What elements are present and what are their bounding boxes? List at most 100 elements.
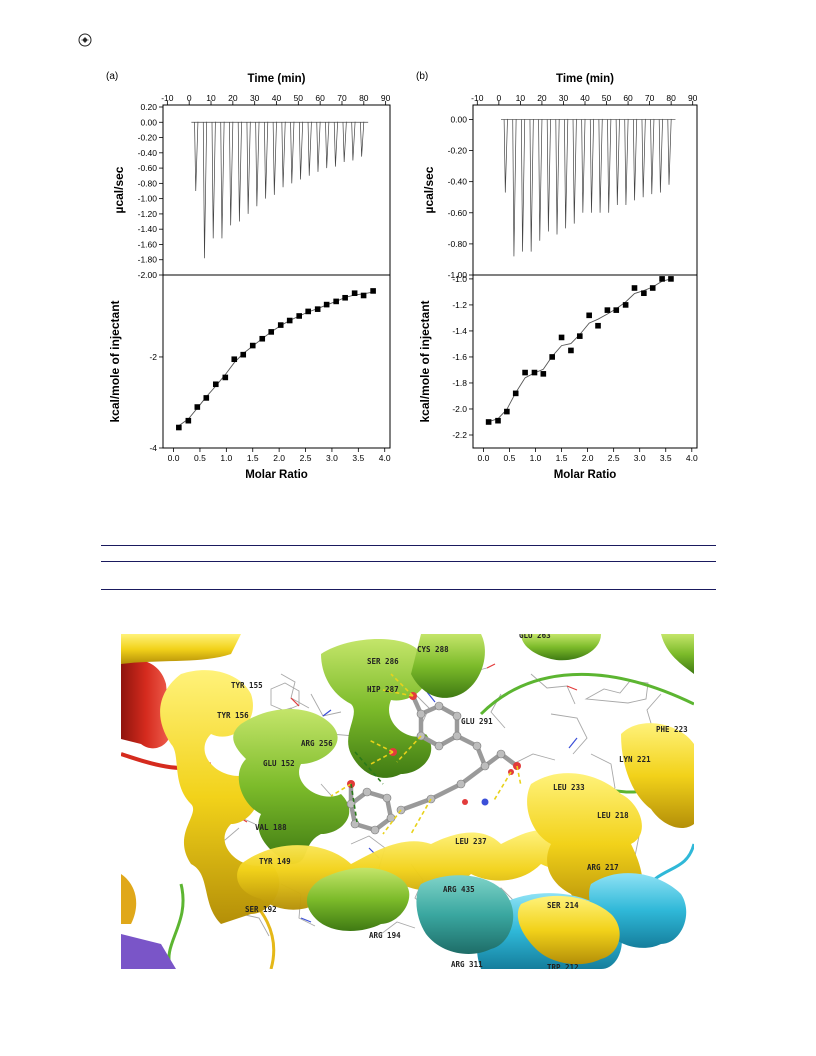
- data-point: [259, 335, 266, 342]
- top-x-tick-label: 90: [688, 93, 698, 103]
- residue-label: LEU 237: [455, 837, 487, 846]
- bottom-y-tick-label: -2.2: [452, 430, 467, 440]
- injection-peak: [229, 121, 234, 226]
- bottom-x-tick-label: 1.5: [556, 453, 568, 463]
- top-y-axis-label: µcal/sec: [422, 166, 436, 213]
- top-y-tick-label: -0.60: [448, 208, 468, 218]
- bottom-x-axis-label: Molar Ratio: [245, 469, 308, 481]
- top-x-tick-label: 20: [228, 93, 238, 103]
- residue-label: SER 192: [245, 905, 277, 914]
- top-y-tick-label: -2.00: [138, 270, 158, 280]
- top-x-tick-label: 20: [537, 93, 547, 103]
- injection-peak: [264, 121, 269, 199]
- injection-peak: [598, 118, 603, 213]
- data-point: [659, 276, 665, 282]
- injection-peak: [667, 118, 672, 185]
- residue-label: SER 286: [367, 657, 399, 666]
- bottom-x-tick-label: 1.0: [530, 453, 542, 463]
- injection-peak: [255, 121, 260, 207]
- data-point: [649, 285, 656, 291]
- data-point: [185, 417, 192, 424]
- residue-label: TYR 149: [259, 857, 291, 866]
- injection-peak: [307, 121, 312, 176]
- bottom-x-tick-label: 4.0: [686, 453, 698, 463]
- table-rule-top: [101, 545, 716, 546]
- injection-peak: [589, 118, 595, 213]
- residue-label: GLU 152: [263, 759, 295, 768]
- bottom-x-tick-label: 0.5: [504, 453, 516, 463]
- data-point: [586, 312, 592, 319]
- data-point: [296, 313, 302, 319]
- bottom-y-tick-label: -4: [149, 443, 157, 453]
- data-point: [495, 417, 501, 424]
- injection-peak: [546, 118, 551, 232]
- top-y-tick-label: 0.00: [140, 117, 157, 127]
- data-point: [277, 322, 284, 328]
- top-x-tick-label: 50: [294, 93, 304, 103]
- top-x-tick-label: 70: [337, 93, 347, 103]
- residue-label: TYR 155: [231, 681, 263, 690]
- residue-label: SER 214: [547, 901, 579, 910]
- data-point: [194, 404, 201, 410]
- residue-label: LYN 221: [619, 755, 651, 764]
- data-point: [268, 329, 275, 335]
- data-point: [305, 308, 311, 315]
- injection-peak: [538, 118, 543, 241]
- bottom-x-tick-label: 0.0: [478, 453, 490, 463]
- top-y-tick-label: -1.20: [138, 209, 158, 219]
- top-x-tick-label: 40: [580, 93, 590, 103]
- residue-label: ARG 256: [301, 739, 333, 748]
- fit-curve: [178, 291, 374, 427]
- injection-peak: [564, 118, 569, 229]
- injection-peak: [624, 118, 629, 206]
- data-point: [370, 288, 376, 294]
- top-x-tick-label: -10: [161, 93, 174, 103]
- top-y-tick-label: -0.80: [138, 178, 158, 188]
- top-y-tick-label: -0.20: [448, 146, 468, 156]
- injection-peak: [202, 121, 208, 259]
- top-x-axis-label: Time (min): [248, 73, 306, 85]
- residue-label: HIP 287: [367, 685, 399, 694]
- injection-peak: [316, 121, 321, 172]
- data-point: [286, 317, 293, 324]
- top-y-axis-label: µcal/sec: [112, 166, 126, 213]
- bottom-x-tick-label: 3.5: [352, 453, 364, 463]
- data-point: [540, 371, 547, 377]
- panel-label: (b): [416, 71, 428, 82]
- data-point: [249, 342, 256, 349]
- top-x-tick-label: 10: [206, 93, 216, 103]
- injection-peak: [607, 118, 612, 213]
- injection-peak: [333, 121, 338, 167]
- fit-curve: [488, 278, 672, 423]
- residue-label: CYS 288: [417, 645, 449, 654]
- data-point: [240, 351, 247, 358]
- data-point: [333, 298, 339, 305]
- injection-peak: [290, 121, 295, 184]
- top-y-tick-label: -1.60: [138, 239, 158, 249]
- injection-peak: [325, 121, 330, 169]
- bottom-x-axis-label: Molar Ratio: [554, 469, 617, 481]
- bottom-x-tick-label: 2.0: [582, 453, 594, 463]
- top-y-tick-label: -1.40: [138, 224, 158, 234]
- bottom-x-tick-label: 1.0: [220, 453, 232, 463]
- data-point: [595, 322, 601, 329]
- top-x-tick-label: 60: [315, 93, 325, 103]
- top-y-tick-label: -1.00: [448, 270, 468, 280]
- bottom-y-axis-label: kcal/mole of injectant: [108, 300, 122, 422]
- bottom-y-tick-label: -1.0: [452, 274, 467, 284]
- residue-label: TRP 212: [547, 963, 579, 969]
- bottom-x-tick-label: 4.0: [379, 453, 391, 463]
- data-point: [485, 419, 492, 425]
- top-y-tick-label: -0.40: [138, 148, 158, 158]
- injection-peak: [246, 121, 251, 214]
- bottom-y-tick-label: -1.6: [452, 352, 467, 362]
- bottom-x-tick-label: 3.0: [326, 453, 338, 463]
- injection-peak: [237, 121, 242, 222]
- top-y-tick-label: -1.00: [138, 194, 158, 204]
- top-y-tick-label: 0.00: [450, 114, 467, 124]
- data-point: [613, 307, 620, 313]
- protein-cartoon: [121, 634, 694, 969]
- residue-label: GLU 263: [519, 634, 551, 640]
- injection-peak: [220, 121, 225, 239]
- docking-image: GLU 263 SER 286 CYS 288 TYR 155 HIP 287 TYR 1…: [121, 634, 694, 969]
